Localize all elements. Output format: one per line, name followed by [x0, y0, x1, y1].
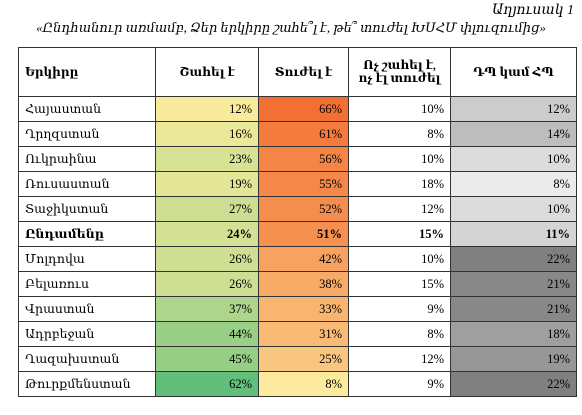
column-header: Շահել է — [155, 47, 259, 97]
value-cell: 23% — [155, 146, 259, 172]
table-label: Աղյուսակ 1 — [491, 3, 574, 18]
value-cell: 42% — [258, 246, 349, 272]
value-cell: 51% — [258, 221, 349, 247]
value-cell: 22% — [450, 246, 577, 272]
value-cell: 15% — [348, 271, 451, 297]
country-cell: Վրաստան — [18, 296, 156, 322]
value-cell: 44% — [155, 321, 259, 347]
value-cell: 61% — [258, 121, 349, 147]
country-cell: Ղազախստան — [18, 346, 156, 372]
table-row: Մոլդովա 26% 42% 10% 22% — [18, 246, 577, 272]
value-cell: 55% — [258, 171, 349, 197]
value-cell: 10% — [348, 246, 451, 272]
country-cell: Ուկրաինա — [18, 146, 156, 172]
value-cell: 18% — [450, 321, 577, 347]
value-cell: 10% — [450, 146, 577, 172]
country-cell: Ռուսաստան — [18, 171, 156, 197]
column-header: Տուժել է — [258, 47, 349, 97]
value-cell: 10% — [348, 96, 451, 122]
value-cell: 9% — [348, 371, 451, 397]
table-row: Բելառուս 26% 38% 15% 21% — [18, 271, 577, 297]
column-header: Երկիրը — [18, 47, 156, 97]
value-cell: 12% — [348, 346, 451, 372]
table-row: Ղրղզստան 16% 61% 8% 14% — [18, 121, 577, 147]
table-row: Ուկրաինա 23% 56% 10% 10% — [18, 146, 577, 172]
value-cell: 31% — [258, 321, 349, 347]
value-cell: 25% — [258, 346, 349, 372]
table-body: Հայաստան 12% 66% 10% 12% Ղրղզստան 16% 61% 8% 14% Ո… — [18, 96, 577, 397]
value-cell: 24% — [155, 221, 259, 247]
value-cell: 26% — [155, 246, 259, 272]
value-cell: 8% — [348, 321, 451, 347]
value-cell: 19% — [155, 171, 259, 197]
table-row: Ընդամենը 24% 51% 15% 11% — [18, 221, 577, 247]
value-cell: 56% — [258, 146, 349, 172]
header-row: Երկիրը Շահել է Տուժել է Ոչ շահել է, ոչ էլ տ… — [18, 47, 577, 97]
value-cell: 8% — [258, 371, 349, 397]
value-cell: 16% — [155, 121, 259, 147]
table-row: Ղազախստան 45% 25% 12% 19% — [18, 346, 577, 372]
country-cell: Ընդամենը — [18, 221, 156, 247]
value-cell: 19% — [450, 346, 577, 372]
value-cell: 10% — [450, 196, 577, 222]
value-cell: 8% — [450, 171, 577, 197]
value-cell: 38% — [258, 271, 349, 297]
value-cell: 10% — [348, 146, 451, 172]
country-cell: Ադրբեջան — [18, 321, 156, 347]
country-cell: Մոլդովա — [18, 246, 156, 272]
value-cell: 52% — [258, 196, 349, 222]
value-cell: 8% — [348, 121, 451, 147]
table-row: Թուրքմենստան 62% 8% 9% 22% — [18, 371, 577, 397]
table-row: Ռուսաստան 19% 55% 18% 8% — [18, 171, 577, 197]
value-cell: 14% — [450, 121, 577, 147]
value-cell: 18% — [348, 171, 451, 197]
value-cell: 21% — [450, 271, 577, 297]
table-row: Ադրբեջան 44% 31% 8% 18% — [18, 321, 577, 347]
table-row: Տաջիկստան 27% 52% 12% 10% — [18, 196, 577, 222]
value-cell: 37% — [155, 296, 259, 322]
country-cell: Թուրքմենստան — [18, 371, 156, 397]
value-cell: 22% — [450, 371, 577, 397]
country-cell: Տաջիկստան — [18, 196, 156, 222]
value-cell: 27% — [155, 196, 259, 222]
country-cell: Ղրղզստան — [18, 121, 156, 147]
table-title: «Ընդհանուր առմամբ, Ձեր երկիրը շահե՞լ է, … — [36, 20, 546, 35]
value-cell: 62% — [155, 371, 259, 397]
data-table: Երկիրը Շահել է Տուժել է Ոչ շահել է, ոչ էլ տ… — [18, 47, 577, 397]
country-cell: Հայաստան — [18, 96, 156, 122]
table-row: Հայաստան 12% 66% 10% 12% — [18, 96, 577, 122]
column-header: ԴՊ կամ ՀՊ — [450, 47, 577, 97]
value-cell: 15% — [348, 221, 451, 247]
value-cell: 21% — [450, 296, 577, 322]
value-cell: 12% — [450, 96, 577, 122]
value-cell: 12% — [348, 196, 451, 222]
value-cell: 33% — [258, 296, 349, 322]
value-cell: 26% — [155, 271, 259, 297]
value-cell: 9% — [348, 296, 451, 322]
value-cell: 12% — [155, 96, 259, 122]
value-cell: 66% — [258, 96, 349, 122]
value-cell: 11% — [450, 221, 577, 247]
column-header: Ոչ շահել է, ոչ էլ տուժել — [348, 47, 451, 97]
value-cell: 45% — [155, 346, 259, 372]
table-row: Վրաստան 37% 33% 9% 21% — [18, 296, 577, 322]
country-cell: Բելառուս — [18, 271, 156, 297]
